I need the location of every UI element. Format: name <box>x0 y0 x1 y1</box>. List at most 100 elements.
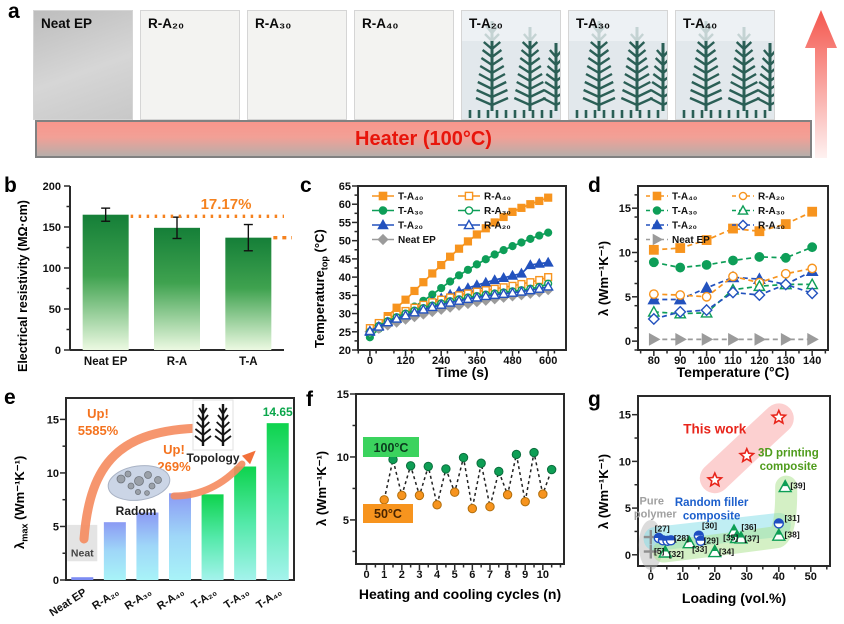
svg-text:8: 8 <box>505 569 511 581</box>
dendritic-pattern <box>575 21 667 118</box>
svg-text:10: 10 <box>677 571 689 583</box>
panel-label-e: e <box>4 386 16 409</box>
bar-Neat EP <box>82 214 129 350</box>
svg-text:Pure: Pure <box>640 495 664 507</box>
svg-text:40: 40 <box>339 272 351 284</box>
svg-text:5: 5 <box>625 503 631 515</box>
svg-text:0: 0 <box>625 550 631 562</box>
svg-text:0: 0 <box>53 575 59 587</box>
svg-text:[30]: [30] <box>702 521 717 531</box>
bar-T-A₂₀ <box>201 494 224 580</box>
svg-text:Up!: Up! <box>163 442 185 457</box>
svg-text:[27]: [27] <box>655 523 670 533</box>
svg-text:100: 100 <box>697 355 715 367</box>
panel-label-c: c <box>300 174 312 197</box>
svg-text:composite: composite <box>683 510 741 522</box>
svg-text:5585%: 5585% <box>78 423 119 438</box>
series-Neat EP <box>648 332 819 346</box>
svg-text:17.17%: 17.17% <box>201 196 252 213</box>
svg-text:composite: composite <box>760 461 818 473</box>
svg-text:R-A₄₀: R-A₄₀ <box>155 586 187 612</box>
svg-text:10: 10 <box>619 247 631 259</box>
svg-text:T-A: T-A <box>239 356 258 368</box>
heat-flow-arrow <box>805 10 837 158</box>
dendritic-pattern <box>468 21 560 118</box>
panel-e-lambda-max-chart: 0 5 10 15 Neat EP R-A₂₀ R-A₃₀ R-A₄₀ T-A₂₀ T-A₃₀ T-… <box>2 384 300 624</box>
chart-b-ylabel: Electrical resistivity (MΩ·cm) <box>16 200 30 372</box>
panel-b-electrical-resistivity-chart: 0 50 100 150 200 Neat EP R-A T-A 17.17% Electric… <box>2 172 296 384</box>
series-R-A₂₀ <box>364 280 554 336</box>
svg-text:10: 10 <box>619 456 631 468</box>
svg-text:25: 25 <box>339 327 351 339</box>
svg-text:100: 100 <box>43 263 61 275</box>
svg-text:15: 15 <box>619 410 631 422</box>
chart-d-svg: 80 90 100 110 120 130 140 0 5 10 15 T-A₄₀ T-A₃₀ T-A₂₀… <box>619 185 829 367</box>
group-3D printing composite <box>658 479 793 558</box>
svg-text:T-A₂₀: T-A₂₀ <box>398 221 423 232</box>
svg-text:R-A₃₀: R-A₃₀ <box>123 586 154 612</box>
panel-label-a: a <box>8 0 20 23</box>
svg-text:7: 7 <box>487 569 493 581</box>
chart-e-svg: 0 5 10 15 Neat EP R-A₂₀ R-A₃₀ R-A₄₀ T-A₂₀ T-A₃₀ T-… <box>47 397 295 619</box>
chart-g-ylabel: λ (Wm⁻¹K⁻¹) <box>596 453 611 529</box>
group-Random filler composite <box>653 518 785 546</box>
svg-text:5: 5 <box>343 515 349 527</box>
svg-text:R-A₂₀: R-A₂₀ <box>758 192 785 203</box>
svg-text:[35]: [35] <box>723 532 738 542</box>
svg-text:0: 0 <box>648 571 654 583</box>
svg-text:4: 4 <box>434 569 441 581</box>
svg-text:R-A₄₀: R-A₄₀ <box>484 192 511 203</box>
sample-card-4: R-A₄₀ <box>354 10 454 120</box>
svg-text:2: 2 <box>399 569 405 581</box>
svg-text:3D printing: 3D printing <box>758 448 819 460</box>
svg-text:30: 30 <box>741 571 753 583</box>
chart-d-ylabel: λ (Wm⁻¹K⁻¹) <box>596 240 611 316</box>
svg-text:35: 35 <box>339 290 351 302</box>
panel-f-cycling-chart: 0 1 2 3 4 5 6 7 8 9 10 5 10 15 100°C 50°C λ (Wm⁻¹K⁻¹) H… <box>300 384 584 624</box>
svg-text:[38]: [38] <box>785 530 800 540</box>
panel-label-g: g <box>588 388 601 411</box>
chart-e-ylabel: λmax (Wm⁻¹K⁻¹) <box>12 455 30 549</box>
bar-Neat EP <box>71 577 94 580</box>
sample-card-1: Neat EP <box>33 10 133 120</box>
svg-text:65: 65 <box>339 181 351 193</box>
svg-text:R-A₃₀: R-A₃₀ <box>758 206 785 217</box>
svg-text:240: 240 <box>432 355 450 367</box>
svg-text:[29]: [29] <box>704 536 719 546</box>
svg-text:9: 9 <box>522 569 528 581</box>
svg-text:40: 40 <box>773 571 785 583</box>
chart-c-svg: 0 120 240 360 480 600 20 25 30 35 40 45 50 55 60 65 T-A₄… <box>339 181 567 367</box>
sample-card-3: R-A₃₀ <box>247 10 347 120</box>
svg-text:10: 10 <box>337 452 349 464</box>
bar-R-A₂₀ <box>103 522 126 580</box>
svg-text:R-A₄₀: R-A₄₀ <box>758 221 785 232</box>
svg-text:Radom: Radom <box>116 504 157 518</box>
svg-text:R-A: R-A <box>167 356 187 368</box>
heater-label: Heater (100°C) <box>355 127 492 150</box>
svg-text:130: 130 <box>777 355 795 367</box>
svg-text:polymer: polymer <box>634 508 678 520</box>
chart-c-xlabel: Time (s) <box>435 364 489 380</box>
svg-text:90: 90 <box>674 355 686 367</box>
panel-a-photo-row: Neat EP R-A₂₀ R-A₃₀ R-A₄₀ T-A₂₀ T-A₃₀ T-A₄₀ He… <box>0 0 844 172</box>
svg-text:0: 0 <box>55 345 61 357</box>
svg-text:30: 30 <box>339 309 351 321</box>
svg-text:3: 3 <box>416 569 422 581</box>
svg-text:5: 5 <box>625 292 631 304</box>
svg-text:20: 20 <box>339 345 351 357</box>
svg-text:[37]: [37] <box>744 534 759 544</box>
svg-text:T-A₄₀: T-A₄₀ <box>254 586 284 611</box>
chart-d-xlabel: Temperature (°C) <box>676 364 790 380</box>
random-filler-inset <box>107 465 171 501</box>
heater-bar: Heater (100°C) <box>35 120 812 158</box>
svg-text:120: 120 <box>750 355 768 367</box>
svg-text:[32]: [32] <box>669 549 684 559</box>
chart-b-svg: 0 50 100 150 200 Neat EP R-A T-A 17.17% <box>43 181 292 368</box>
svg-text:T-A₃₀: T-A₃₀ <box>672 206 697 217</box>
bar-T-A <box>225 237 272 350</box>
svg-text:R-A₃₀: R-A₃₀ <box>484 206 511 217</box>
svg-text:50: 50 <box>805 571 817 583</box>
svg-text:T-A₂₀: T-A₂₀ <box>672 221 697 232</box>
